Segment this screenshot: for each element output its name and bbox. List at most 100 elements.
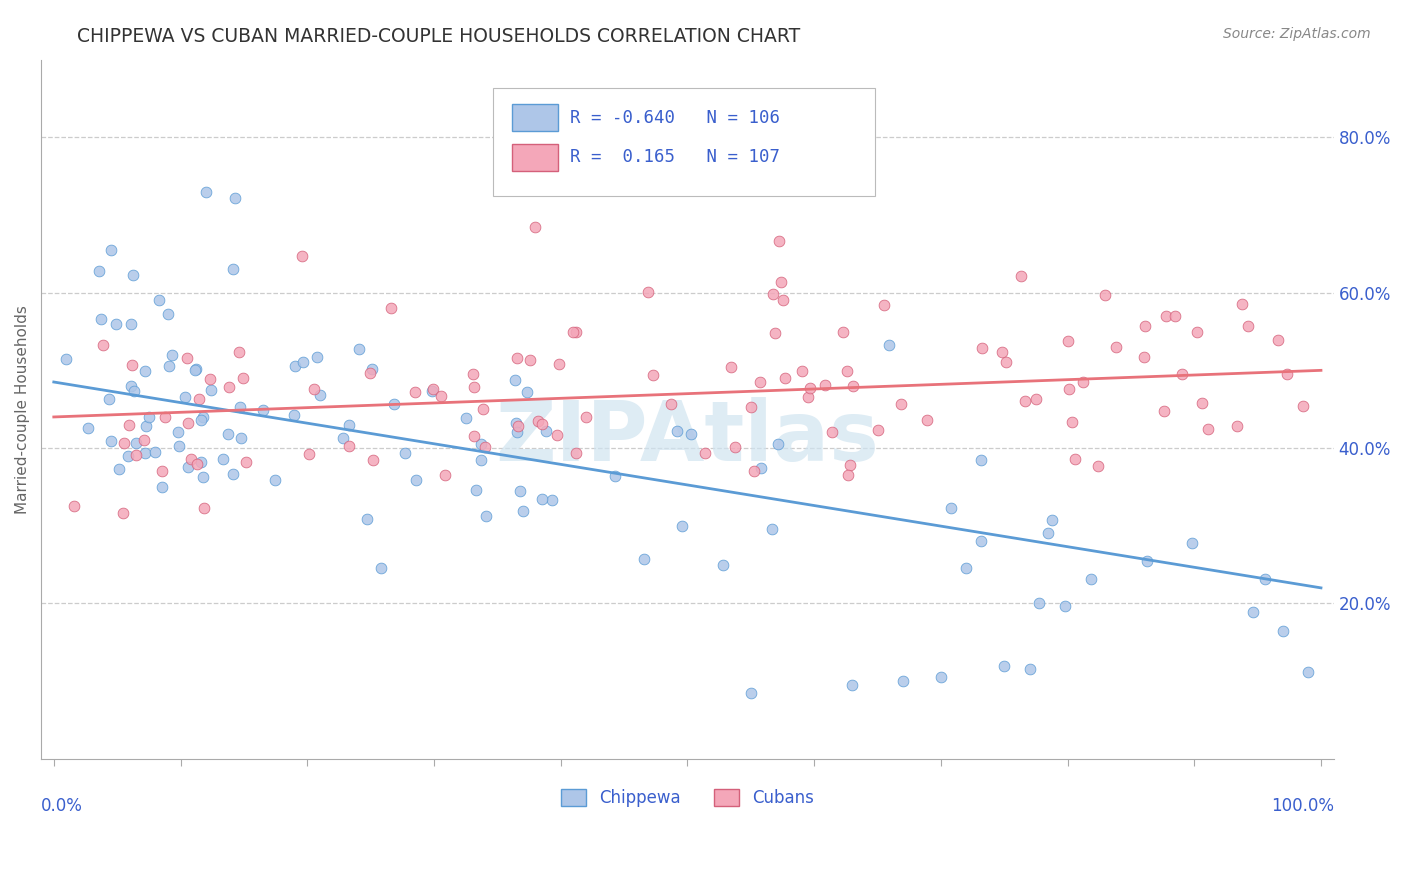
Point xyxy=(877,338,900,352)
Point xyxy=(711,558,734,572)
Point xyxy=(252,403,274,417)
Point xyxy=(766,437,789,451)
Point xyxy=(990,345,1012,359)
Point xyxy=(474,440,496,454)
Point xyxy=(1171,367,1194,381)
Point xyxy=(505,416,527,430)
Point xyxy=(235,455,257,469)
Point xyxy=(180,451,202,466)
Point xyxy=(762,286,785,301)
Point xyxy=(184,363,207,377)
Point xyxy=(112,436,135,450)
Point xyxy=(283,409,305,423)
Point xyxy=(193,500,215,515)
Point xyxy=(167,425,190,439)
Text: CHIPPEWA VS CUBAN MARRIED-COUPLE HOUSEHOLDS CORRELATION CHART: CHIPPEWA VS CUBAN MARRIED-COUPLE HOUSEHO… xyxy=(77,27,800,45)
Point xyxy=(463,428,485,442)
Point xyxy=(191,470,214,484)
Point xyxy=(134,446,156,460)
Point xyxy=(404,385,426,400)
Point xyxy=(1028,596,1050,610)
Point xyxy=(1135,554,1157,568)
Point xyxy=(291,355,314,369)
Text: ZIPAtlas: ZIPAtlas xyxy=(495,397,879,477)
Point xyxy=(198,372,221,386)
Point xyxy=(118,417,141,432)
Point xyxy=(1010,268,1032,283)
Point xyxy=(1071,375,1094,389)
Point xyxy=(1133,350,1156,364)
Point xyxy=(814,378,837,392)
Point xyxy=(231,431,253,445)
Point xyxy=(134,364,156,378)
Point xyxy=(332,431,354,445)
Point xyxy=(1018,662,1040,676)
Point xyxy=(742,464,765,478)
Point xyxy=(176,351,198,366)
Point xyxy=(530,492,553,507)
Point xyxy=(100,243,122,257)
Point xyxy=(1191,395,1213,409)
Point xyxy=(1105,340,1128,354)
Point xyxy=(1185,325,1208,339)
Legend: Chippewa, Cubans: Chippewa, Cubans xyxy=(554,782,821,814)
Point xyxy=(87,264,110,278)
Text: R = -0.640   N = 106: R = -0.640 N = 106 xyxy=(569,109,780,127)
Point xyxy=(429,389,451,403)
Point xyxy=(157,359,180,373)
Point xyxy=(970,453,993,467)
Point xyxy=(633,552,655,566)
Point xyxy=(112,506,135,520)
Point xyxy=(370,561,392,575)
Point xyxy=(150,465,173,479)
Point xyxy=(228,344,250,359)
Point xyxy=(190,455,212,469)
Point xyxy=(420,384,443,398)
Point xyxy=(434,468,457,483)
Point xyxy=(148,293,170,308)
Point xyxy=(361,453,384,467)
Point xyxy=(422,382,444,396)
Point xyxy=(298,447,321,461)
Point xyxy=(124,448,146,462)
Point xyxy=(509,484,531,499)
Point xyxy=(531,417,554,431)
Point xyxy=(575,410,598,425)
Point xyxy=(356,512,378,526)
Point xyxy=(218,380,240,394)
Point xyxy=(955,561,977,575)
Point xyxy=(1241,606,1264,620)
Point xyxy=(506,425,529,440)
Point xyxy=(1036,525,1059,540)
Point xyxy=(464,483,486,498)
Point xyxy=(187,392,209,407)
Point xyxy=(232,371,254,385)
Point xyxy=(463,379,485,393)
Point xyxy=(461,368,484,382)
Point xyxy=(534,424,557,438)
Point xyxy=(1133,318,1156,333)
Point xyxy=(772,293,794,307)
Point xyxy=(186,458,208,472)
Point xyxy=(541,493,564,508)
Point xyxy=(125,436,148,450)
Point xyxy=(173,390,195,404)
Point xyxy=(108,462,131,476)
FancyBboxPatch shape xyxy=(512,104,558,131)
Point xyxy=(145,444,167,458)
Point xyxy=(773,371,796,385)
Point xyxy=(156,306,179,320)
Point xyxy=(797,390,820,404)
FancyBboxPatch shape xyxy=(494,87,875,196)
Point xyxy=(475,509,498,524)
Point xyxy=(761,523,783,537)
Point xyxy=(1087,458,1109,473)
Point xyxy=(63,500,86,514)
Point xyxy=(120,317,142,331)
Point xyxy=(135,419,157,434)
Point xyxy=(1181,536,1204,550)
Point xyxy=(524,219,547,234)
Point xyxy=(891,674,914,689)
Point xyxy=(506,351,529,365)
Point xyxy=(770,275,793,289)
